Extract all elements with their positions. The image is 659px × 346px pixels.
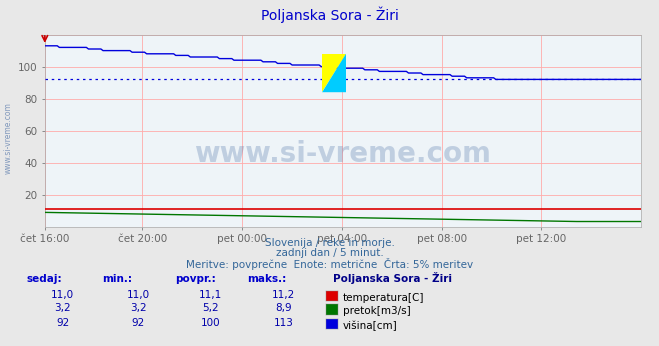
Text: 92: 92	[132, 318, 145, 328]
Text: 113: 113	[273, 318, 293, 328]
Text: www.si-vreme.com: www.si-vreme.com	[3, 102, 13, 174]
Text: temperatura[C]: temperatura[C]	[343, 293, 424, 302]
Text: višina[cm]: višina[cm]	[343, 321, 397, 331]
Text: sedaj:: sedaj:	[26, 274, 62, 284]
Text: Poljanska Sora - Žiri: Poljanska Sora - Žiri	[260, 6, 399, 23]
Text: Meritve: povprečne  Enote: metrične  Črta: 5% meritev: Meritve: povprečne Enote: metrične Črta:…	[186, 258, 473, 270]
Text: 11,0: 11,0	[51, 290, 74, 300]
Text: www.si-vreme.com: www.si-vreme.com	[194, 140, 492, 168]
Text: 100: 100	[201, 318, 221, 328]
Text: maks.:: maks.:	[247, 274, 287, 284]
Text: zadnji dan / 5 minut.: zadnji dan / 5 minut.	[275, 248, 384, 258]
Text: 5,2: 5,2	[202, 303, 219, 313]
Text: min.:: min.:	[102, 274, 132, 284]
Text: 11,0: 11,0	[127, 290, 150, 300]
Text: Poljanska Sora - Žiri: Poljanska Sora - Žiri	[333, 272, 452, 284]
Text: 3,2: 3,2	[54, 303, 71, 313]
Polygon shape	[322, 54, 346, 92]
Text: povpr.:: povpr.:	[175, 274, 215, 284]
Text: Slovenija / reke in morje.: Slovenija / reke in morje.	[264, 238, 395, 248]
Text: 3,2: 3,2	[130, 303, 147, 313]
Text: 11,1: 11,1	[199, 290, 223, 300]
Text: pretok[m3/s]: pretok[m3/s]	[343, 307, 411, 316]
Text: 8,9: 8,9	[275, 303, 292, 313]
Polygon shape	[322, 54, 346, 92]
Polygon shape	[322, 54, 346, 92]
Text: 92: 92	[56, 318, 69, 328]
Text: 11,2: 11,2	[272, 290, 295, 300]
